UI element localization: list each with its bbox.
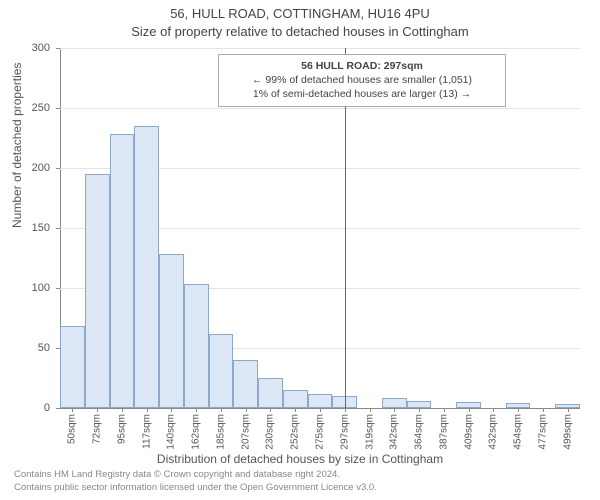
y-axis-label: Number of detached properties — [10, 63, 24, 228]
histogram-bar — [407, 401, 432, 408]
xtick-label: 72sqm — [92, 414, 103, 444]
ytick-mark — [56, 48, 60, 49]
footer-line1: Contains HM Land Registry data © Crown c… — [14, 469, 377, 481]
xtick-mark — [246, 408, 247, 412]
histogram-bar — [258, 378, 283, 408]
xtick-mark — [568, 408, 569, 412]
xtick-mark — [493, 408, 494, 412]
page-title-address: 56, HULL ROAD, COTTINGHAM, HU16 4PU — [0, 6, 600, 21]
xtick-mark — [72, 408, 73, 412]
xtick-label: 364sqm — [414, 414, 425, 450]
histogram-bar — [184, 284, 209, 408]
xtick-label: 409sqm — [463, 414, 474, 450]
x-axis-label: Distribution of detached houses by size … — [0, 452, 600, 466]
xtick-mark — [270, 408, 271, 412]
xtick-mark — [295, 408, 296, 412]
xtick-mark — [370, 408, 371, 412]
histogram-bar — [308, 394, 333, 408]
xtick-label: 140sqm — [166, 414, 177, 450]
xtick-label: 297sqm — [339, 414, 350, 450]
xtick-mark — [147, 408, 148, 412]
info-box-line: ← 99% of detached houses are smaller (1,… — [227, 73, 497, 87]
xtick-label: 95sqm — [116, 414, 127, 444]
xtick-mark — [221, 408, 222, 412]
ytick-mark — [56, 408, 60, 409]
xtick-mark — [97, 408, 98, 412]
xtick-label: 252sqm — [290, 414, 301, 450]
page-subtitle: Size of property relative to detached ho… — [0, 24, 600, 39]
ytick-label: 50 — [0, 342, 50, 354]
histogram-bar — [159, 254, 184, 408]
xtick-mark — [518, 408, 519, 412]
histogram-bar — [233, 360, 258, 408]
histogram-bar — [382, 398, 407, 408]
info-box-line: 1% of semi-detached houses are larger (1… — [227, 87, 497, 101]
gridline — [60, 108, 580, 109]
xtick-label: 454sqm — [513, 414, 524, 450]
xtick-label: 477sqm — [537, 414, 548, 450]
xtick-mark — [320, 408, 321, 412]
chart-container: 56, HULL ROAD, COTTINGHAM, HU16 4PU Size… — [0, 0, 600, 500]
ytick-label: 300 — [0, 42, 50, 54]
xtick-mark — [444, 408, 445, 412]
ytick-label: 100 — [0, 282, 50, 294]
histogram-bar — [283, 390, 308, 408]
xtick-mark — [345, 408, 346, 412]
xtick-label: 499sqm — [562, 414, 573, 450]
xtick-label: 185sqm — [215, 414, 226, 450]
gridline — [60, 48, 580, 49]
xtick-mark — [419, 408, 420, 412]
xtick-label: 162sqm — [191, 414, 202, 450]
xtick-label: 117sqm — [141, 414, 152, 449]
footer-attribution: Contains HM Land Registry data © Crown c… — [14, 469, 377, 494]
ytick-mark — [56, 168, 60, 169]
ytick-label: 150 — [0, 222, 50, 234]
xtick-label: 230sqm — [265, 414, 276, 450]
xtick-mark — [394, 408, 395, 412]
xtick-mark — [543, 408, 544, 412]
histogram-bar — [134, 126, 159, 408]
xtick-label: 50sqm — [67, 414, 78, 444]
histogram-bar — [60, 326, 85, 408]
ytick-mark — [56, 108, 60, 109]
xtick-label: 207sqm — [240, 414, 251, 450]
xtick-label: 387sqm — [438, 414, 449, 450]
xtick-label: 432sqm — [488, 414, 499, 450]
ytick-label: 200 — [0, 162, 50, 174]
histogram-bar — [85, 174, 110, 408]
ytick-label: 0 — [0, 402, 50, 414]
ytick-label: 250 — [0, 102, 50, 114]
histogram-bar — [110, 134, 135, 408]
histogram-chart: 50sqm72sqm95sqm117sqm140sqm162sqm185sqm2… — [60, 48, 580, 408]
xtick-label: 275sqm — [315, 414, 326, 450]
xtick-mark — [196, 408, 197, 412]
xtick-mark — [122, 408, 123, 412]
ytick-mark — [56, 228, 60, 229]
ytick-mark — [56, 288, 60, 289]
xtick-label: 319sqm — [364, 414, 375, 450]
histogram-bar — [209, 334, 234, 408]
xtick-mark — [171, 408, 172, 412]
footer-line2: Contains public sector information licen… — [14, 482, 377, 494]
info-box-line: 56 HULL ROAD: 297sqm — [227, 59, 497, 73]
xtick-mark — [469, 408, 470, 412]
plot-area: 50sqm72sqm95sqm117sqm140sqm162sqm185sqm2… — [60, 48, 580, 408]
xtick-label: 342sqm — [389, 414, 400, 450]
property-info-box: 56 HULL ROAD: 297sqm← 99% of detached ho… — [218, 54, 506, 107]
